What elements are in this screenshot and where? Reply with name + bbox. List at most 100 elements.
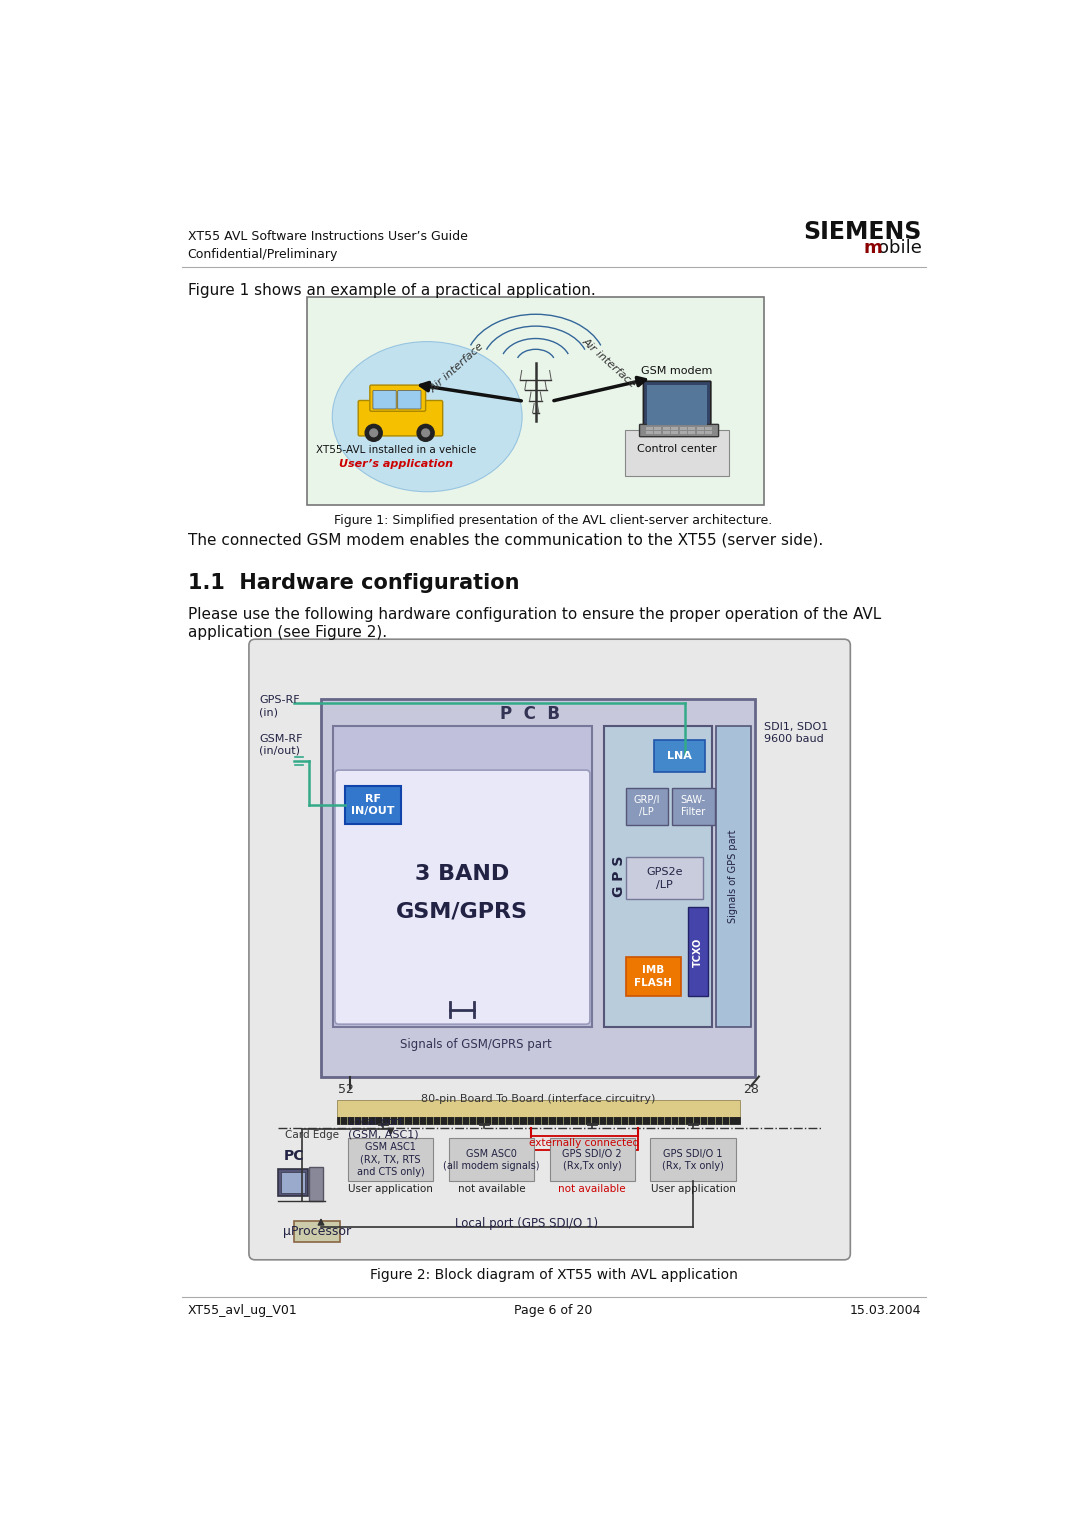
- FancyBboxPatch shape: [688, 908, 707, 996]
- Text: SAW-
Filter: SAW- Filter: [680, 796, 705, 817]
- Text: Figure 2: Block diagram of XT55 with AVL application: Figure 2: Block diagram of XT55 with AVL…: [369, 1268, 738, 1282]
- Text: obile: obile: [878, 238, 921, 257]
- Text: User application: User application: [650, 1184, 735, 1195]
- Text: GRP/I
/LP: GRP/I /LP: [633, 796, 660, 817]
- Text: LNA: LNA: [666, 752, 691, 761]
- Circle shape: [422, 429, 430, 437]
- Text: Figure 1: Simplified presentation of the AVL client-server architecture.: Figure 1: Simplified presentation of the…: [335, 515, 772, 527]
- FancyBboxPatch shape: [449, 1138, 535, 1181]
- Text: PC: PC: [284, 1149, 305, 1163]
- Circle shape: [365, 425, 382, 442]
- Text: m: m: [863, 238, 882, 257]
- FancyBboxPatch shape: [625, 957, 681, 996]
- Text: Control center: Control center: [637, 445, 717, 454]
- FancyBboxPatch shape: [625, 788, 669, 825]
- Text: SIEMENS: SIEMENS: [804, 220, 921, 244]
- Text: Figure 1 shows an example of a practical application.: Figure 1 shows an example of a practical…: [188, 284, 595, 298]
- FancyBboxPatch shape: [604, 726, 713, 1027]
- FancyBboxPatch shape: [625, 857, 703, 900]
- FancyBboxPatch shape: [644, 382, 711, 429]
- FancyBboxPatch shape: [705, 431, 713, 434]
- Text: XT55-AVL installed in a vehicle: XT55-AVL installed in a vehicle: [316, 445, 476, 455]
- FancyBboxPatch shape: [672, 426, 678, 429]
- FancyBboxPatch shape: [646, 431, 652, 434]
- Text: TCXO: TCXO: [692, 937, 703, 967]
- Text: The connected GSM modem enables the communication to the XT55 (server side).: The connected GSM modem enables the comm…: [188, 532, 823, 547]
- FancyBboxPatch shape: [663, 426, 670, 429]
- FancyBboxPatch shape: [646, 426, 652, 429]
- FancyBboxPatch shape: [359, 400, 443, 435]
- Text: XT55_avl_ug_V01: XT55_avl_ug_V01: [188, 1305, 297, 1317]
- FancyBboxPatch shape: [345, 785, 401, 824]
- Text: XT55 AVL Software Instructions User’s Guide
Confidential/Preliminary: XT55 AVL Software Instructions User’s Gu…: [188, 229, 468, 261]
- FancyBboxPatch shape: [663, 431, 670, 434]
- Text: RF
IN/OUT: RF IN/OUT: [351, 793, 394, 816]
- Text: 15.03.2004: 15.03.2004: [850, 1305, 921, 1317]
- Text: 28: 28: [743, 1083, 759, 1096]
- FancyBboxPatch shape: [688, 431, 696, 434]
- FancyBboxPatch shape: [348, 1138, 433, 1181]
- Text: SDI1, SDO1
9600 baud: SDI1, SDO1 9600 baud: [765, 723, 828, 744]
- Text: μProcessor: μProcessor: [283, 1225, 351, 1238]
- FancyBboxPatch shape: [705, 426, 713, 429]
- FancyBboxPatch shape: [307, 298, 765, 506]
- FancyBboxPatch shape: [679, 426, 687, 429]
- Text: Local port (GPS SDI/O 1): Local port (GPS SDI/O 1): [455, 1216, 598, 1230]
- FancyBboxPatch shape: [333, 726, 592, 1027]
- FancyBboxPatch shape: [654, 740, 704, 773]
- Text: 1.1  Hardware configuration: 1.1 Hardware configuration: [188, 573, 519, 593]
- Text: Local port
(GSM, ASC1): Local port (GSM, ASC1): [348, 1117, 419, 1140]
- FancyBboxPatch shape: [697, 431, 704, 434]
- Text: GPS-RF
(in): GPS-RF (in): [259, 695, 299, 717]
- FancyBboxPatch shape: [650, 1138, 735, 1181]
- FancyBboxPatch shape: [639, 425, 718, 437]
- Text: Page 6 of 20: Page 6 of 20: [514, 1305, 593, 1317]
- Text: GSM/GPRS: GSM/GPRS: [396, 902, 528, 921]
- FancyBboxPatch shape: [672, 788, 715, 825]
- Text: GSM ASC1
(RX, TX, RTS
and CTS only): GSM ASC1 (RX, TX, RTS and CTS only): [356, 1143, 424, 1177]
- Text: 3 BAND: 3 BAND: [415, 863, 509, 885]
- Text: externally connected: externally connected: [529, 1138, 639, 1148]
- FancyBboxPatch shape: [294, 1221, 340, 1242]
- FancyBboxPatch shape: [654, 431, 661, 434]
- FancyBboxPatch shape: [654, 426, 661, 429]
- FancyBboxPatch shape: [335, 770, 590, 1024]
- FancyBboxPatch shape: [672, 431, 678, 434]
- Text: GSM modem: GSM modem: [642, 365, 713, 376]
- Text: Signals of GSM/GPRS part: Signals of GSM/GPRS part: [400, 1038, 552, 1051]
- FancyBboxPatch shape: [337, 1117, 740, 1125]
- FancyBboxPatch shape: [279, 1169, 308, 1196]
- Text: GPS SDI/O 1
(Rx, Tx only): GPS SDI/O 1 (Rx, Tx only): [662, 1149, 724, 1170]
- Text: IMB
FLASH: IMB FLASH: [634, 966, 673, 987]
- FancyBboxPatch shape: [337, 1100, 740, 1117]
- Text: not available: not available: [558, 1184, 626, 1195]
- Text: 80-pin Board To Board (interface circuitry): 80-pin Board To Board (interface circuit…: [421, 1094, 656, 1103]
- Ellipse shape: [333, 342, 522, 492]
- Text: P  C  B: P C B: [500, 706, 561, 723]
- FancyBboxPatch shape: [716, 726, 751, 1027]
- Text: Please use the following hardware configuration to ensure the proper operation o: Please use the following hardware config…: [188, 607, 881, 622]
- Text: GSM-RF
(in/out): GSM-RF (in/out): [259, 733, 302, 755]
- Text: 52: 52: [338, 1083, 354, 1096]
- Text: application (see Figure 2).: application (see Figure 2).: [188, 625, 387, 640]
- Text: GSM ASC0
(all modem signals): GSM ASC0 (all modem signals): [443, 1149, 540, 1170]
- Text: GPS SDI/O 2
(Rx,Tx only): GPS SDI/O 2 (Rx,Tx only): [563, 1149, 622, 1170]
- Text: GPS2e
/LP: GPS2e /LP: [646, 868, 683, 889]
- FancyBboxPatch shape: [397, 391, 421, 410]
- Text: User application: User application: [349, 1184, 433, 1195]
- FancyBboxPatch shape: [373, 391, 396, 410]
- Text: Card Edge: Card Edge: [284, 1131, 338, 1140]
- Text: User’s application: User’s application: [339, 458, 454, 469]
- FancyBboxPatch shape: [550, 1138, 635, 1181]
- FancyBboxPatch shape: [679, 431, 687, 434]
- Text: G P S: G P S: [612, 856, 626, 897]
- Text: Air interface: Air interface: [580, 336, 638, 390]
- FancyBboxPatch shape: [248, 639, 850, 1259]
- FancyBboxPatch shape: [321, 700, 755, 1077]
- FancyBboxPatch shape: [647, 385, 707, 425]
- FancyBboxPatch shape: [369, 385, 426, 411]
- Text: Signals of GPS part: Signals of GPS part: [728, 830, 739, 923]
- Text: not available: not available: [458, 1184, 525, 1195]
- FancyBboxPatch shape: [625, 429, 729, 475]
- FancyBboxPatch shape: [697, 426, 704, 429]
